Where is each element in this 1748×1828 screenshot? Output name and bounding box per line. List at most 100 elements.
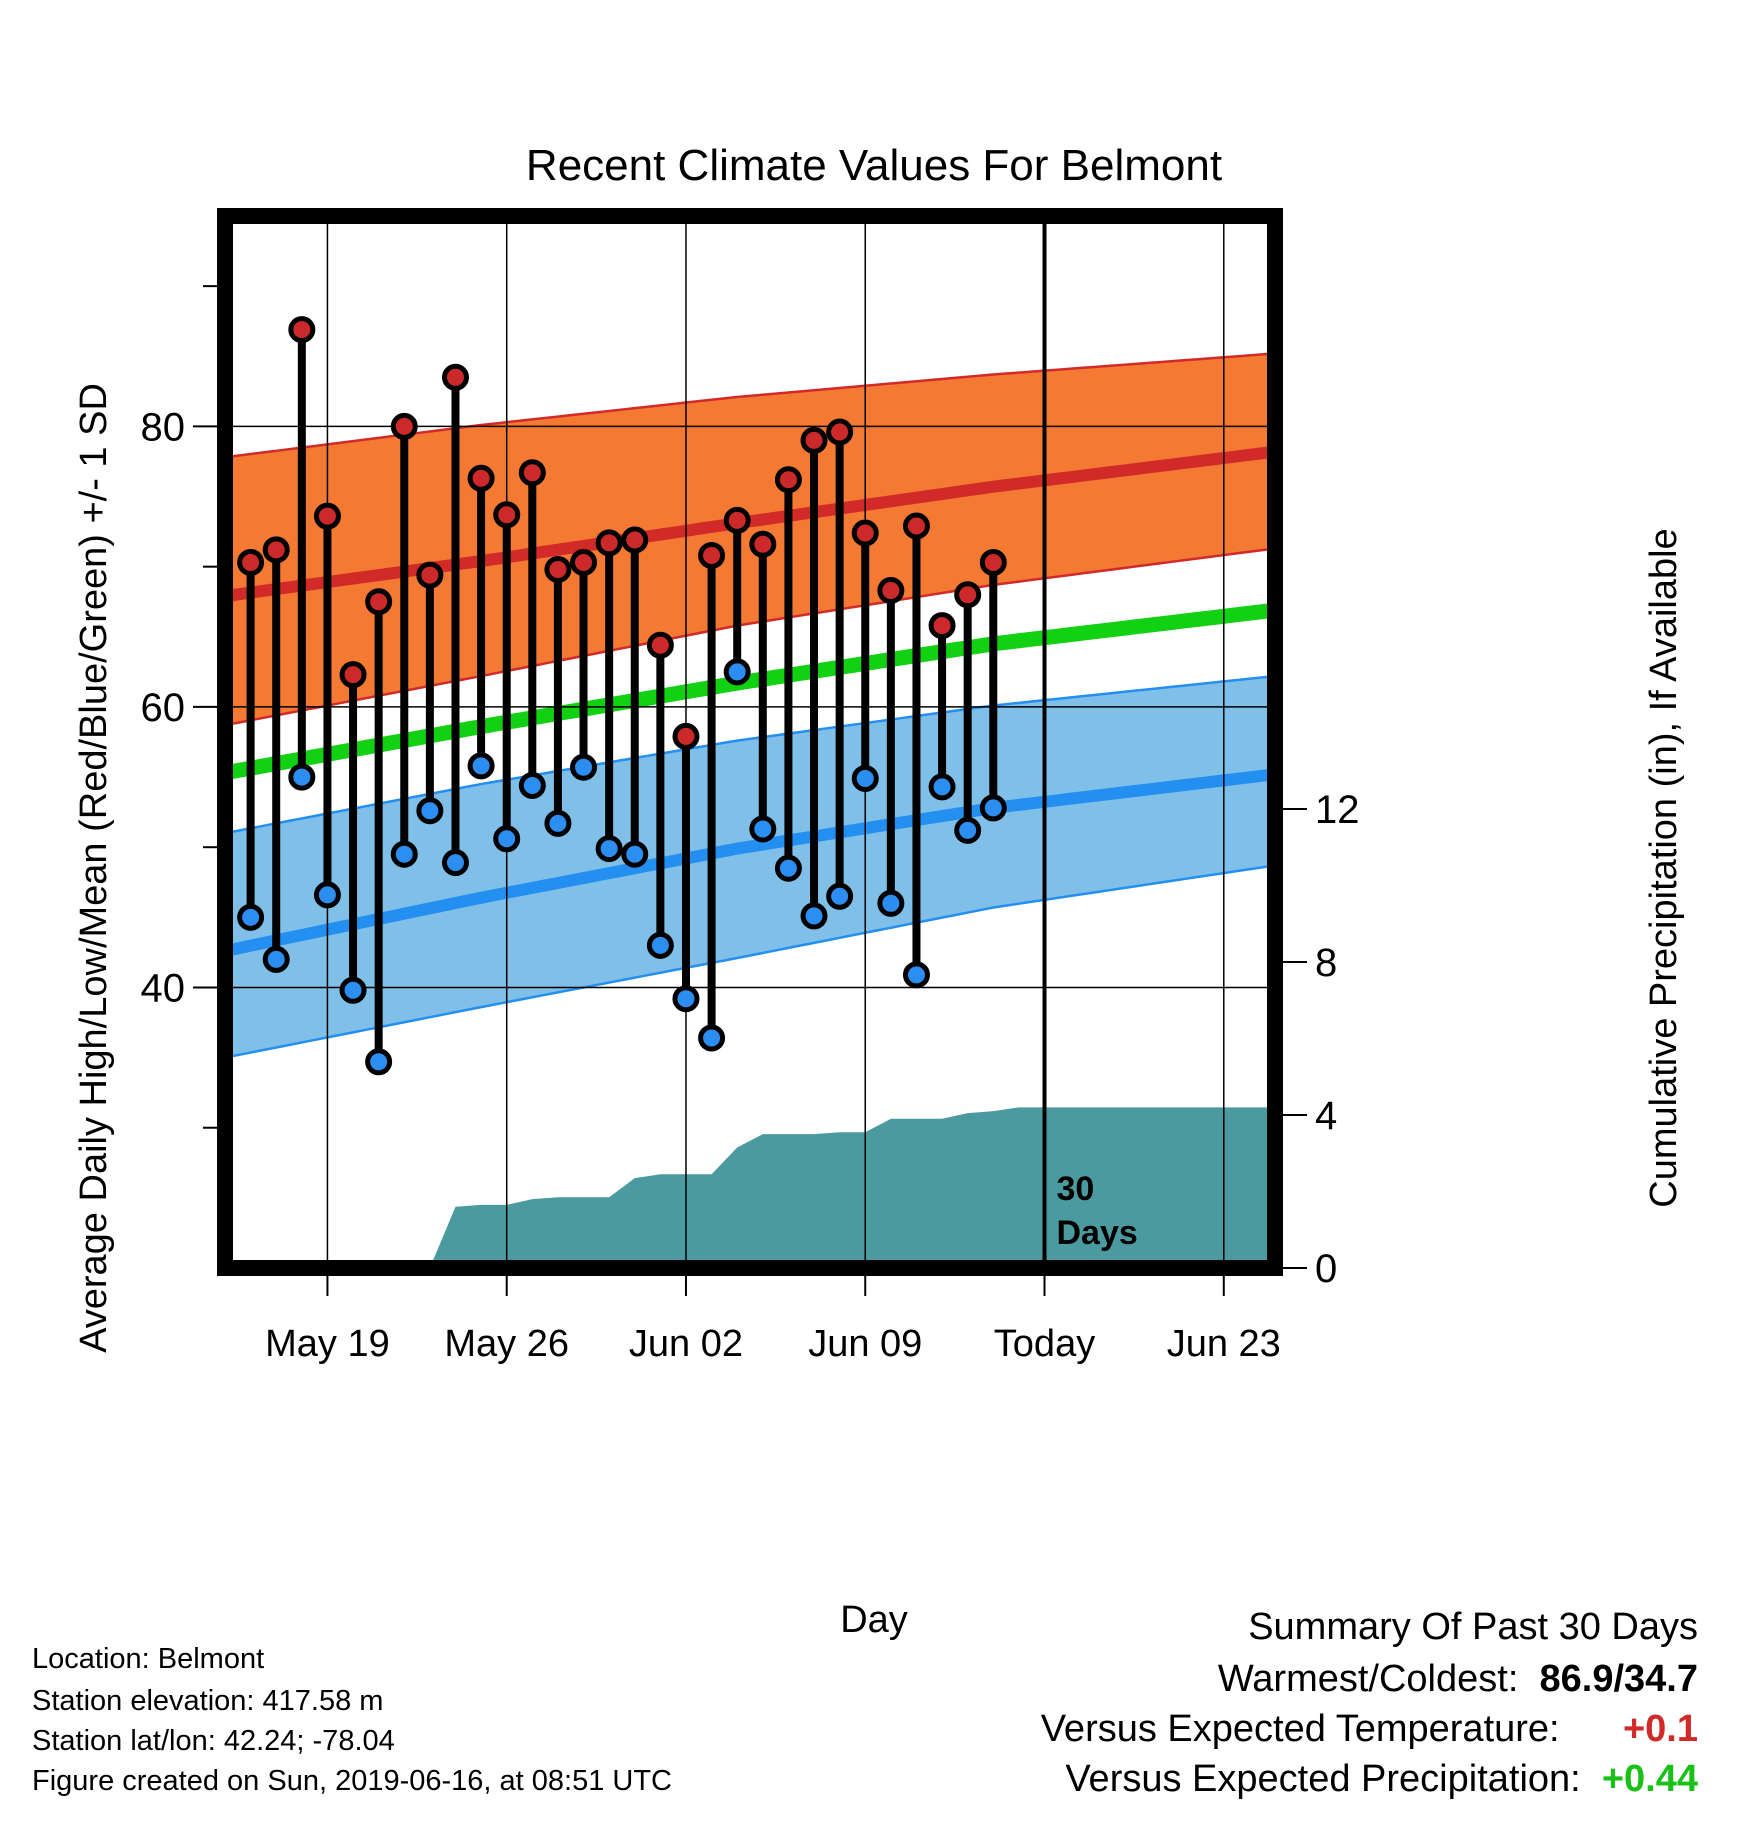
y-tick-label: 60	[141, 686, 186, 730]
daily-low-point	[595, 835, 623, 863]
daily-low-point	[646, 931, 674, 959]
daily-high-point	[723, 506, 751, 534]
x-tick-label: Jun 23	[1167, 1323, 1281, 1365]
normal-mean-line	[225, 602, 1275, 781]
daily-low-point	[621, 840, 649, 868]
x-tick-label: Jun 09	[808, 1323, 922, 1365]
daily-low-point	[493, 825, 521, 853]
daily-low-point	[723, 658, 751, 686]
daily-high-point	[313, 502, 341, 530]
today-marker-line2: Days	[1057, 1214, 1138, 1252]
daily-low-point	[698, 1024, 726, 1052]
daily-low-point	[749, 815, 777, 843]
daily-low-point	[339, 976, 367, 1004]
plot-clip-group: 30 Days	[225, 0, 1275, 1268]
daily-low-point	[365, 1048, 393, 1076]
daily-low-point	[928, 773, 956, 801]
temp-label: Versus Expected Temperature:	[1040, 1708, 1560, 1750]
daily-low-point	[288, 763, 316, 791]
daily-low-point	[416, 797, 444, 825]
summary-title: Summary Of Past 30 Days	[1248, 1606, 1698, 1648]
daily-high-point	[774, 466, 802, 494]
precip-value: +0.44	[1601, 1758, 1698, 1800]
x-tick-label: May 26	[444, 1323, 569, 1365]
footer-latlon: Station lat/lon: 42.24; -78.04	[32, 1725, 395, 1757]
daily-low-point	[262, 945, 290, 973]
daily-high-point	[493, 501, 521, 529]
warmest-coldest-label: Warmest/Coldest:	[1217, 1658, 1519, 1700]
daily-low-point	[467, 752, 495, 780]
y2-tick-label: 8	[1315, 941, 1337, 985]
precipitation-area	[225, 1107, 1275, 1268]
footer-location: Location: Belmont	[32, 1643, 265, 1675]
daily-high-point	[518, 459, 546, 487]
daily-low-point	[313, 881, 341, 909]
today-marker-line1: 30	[1057, 1170, 1095, 1208]
temp-value: +0.1	[1622, 1708, 1698, 1750]
y2-axis-label: Cumulative Precipitation (in), If Availa…	[1643, 528, 1685, 1207]
daily-high-point	[672, 722, 700, 750]
daily-low-point	[877, 889, 905, 917]
low-sd-band	[225, 676, 1275, 1058]
normal-low-line	[225, 768, 1275, 957]
precip-label: Versus Expected Precipitation:	[1065, 1758, 1581, 1800]
y-tick-label: 80	[141, 405, 186, 449]
y2-tick-label: 4	[1315, 1094, 1337, 1138]
low-minus-sd-line	[225, 864, 1275, 1059]
daily-high-point	[749, 530, 777, 558]
footer-created: Figure created on Sun, 2019-06-16, at 08…	[32, 1765, 672, 1797]
daily-low-point	[826, 882, 854, 910]
high-sd-band	[225, 353, 1275, 726]
daily-high-point	[339, 661, 367, 689]
warmest-coldest-value: 86.9/34.7	[1539, 1658, 1698, 1700]
summary-precip: Versus Expected Precipitation: +0.44	[1065, 1758, 1698, 1801]
x-tick-label: May 19	[265, 1323, 390, 1365]
chart-title: Recent Climate Values For Belmont	[526, 141, 1222, 190]
high-minus-sd-line	[225, 547, 1275, 727]
daily-low-point	[570, 753, 598, 781]
daily-high-point	[621, 526, 649, 554]
daily-high-point	[1008, 0, 1030, 11]
daily-low-point	[544, 809, 572, 837]
daily-low-point	[672, 985, 700, 1013]
daily-low-point	[979, 794, 1007, 822]
footer-elevation: Station elevation: 417.58 m	[32, 1685, 384, 1717]
plot-area: 30 Days 40 60 80 0 4 8 12 May 19 May 26 Jun 02 Jun 0…	[141, 0, 1360, 1365]
x-axis-label: Day	[840, 1599, 908, 1641]
daily-high-point	[262, 536, 290, 564]
daily-high-point	[954, 581, 982, 609]
daily-high-point	[698, 541, 726, 569]
x-tick-label: Today	[994, 1323, 1095, 1365]
daily-high-point	[979, 548, 1007, 576]
daily-low-point	[902, 961, 930, 989]
daily-low-point	[237, 903, 265, 931]
y2-tick-label: 12	[1315, 788, 1360, 832]
daily-high-point	[826, 418, 854, 446]
y-axis-label: Average Daily High/Low/Mean (Red/Blue/Gr…	[73, 383, 115, 1353]
daily-high-point	[570, 548, 598, 576]
daily-high-point	[595, 529, 623, 557]
daily-high-point	[544, 555, 572, 583]
daily-high-point	[467, 464, 495, 492]
daily-high-point	[851, 519, 879, 547]
daily-high-point	[877, 577, 905, 605]
daily-high-point	[902, 512, 930, 540]
x-tick-label: Jun 02	[629, 1323, 743, 1365]
daily-high-point	[365, 588, 393, 616]
daily-low-point	[851, 764, 879, 792]
daily-high-point	[646, 631, 674, 659]
daily-low-point	[518, 771, 546, 799]
daily-low-point	[1008, 0, 1030, 11]
daily-low-point	[800, 902, 828, 930]
low-plus-sd-line	[225, 674, 1275, 835]
daily-high-point	[390, 412, 418, 440]
daily-low-point	[441, 849, 469, 877]
summary-temp: Versus Expected Temperature: +0.1	[1041, 1708, 1698, 1751]
y2-tick-label: 0	[1315, 1247, 1337, 1291]
daily-high-point	[288, 316, 316, 344]
daily-low-point	[954, 816, 982, 844]
daily-high-point	[237, 548, 265, 576]
daily-high-point	[441, 363, 469, 391]
y-tick-label: 40	[141, 966, 186, 1010]
